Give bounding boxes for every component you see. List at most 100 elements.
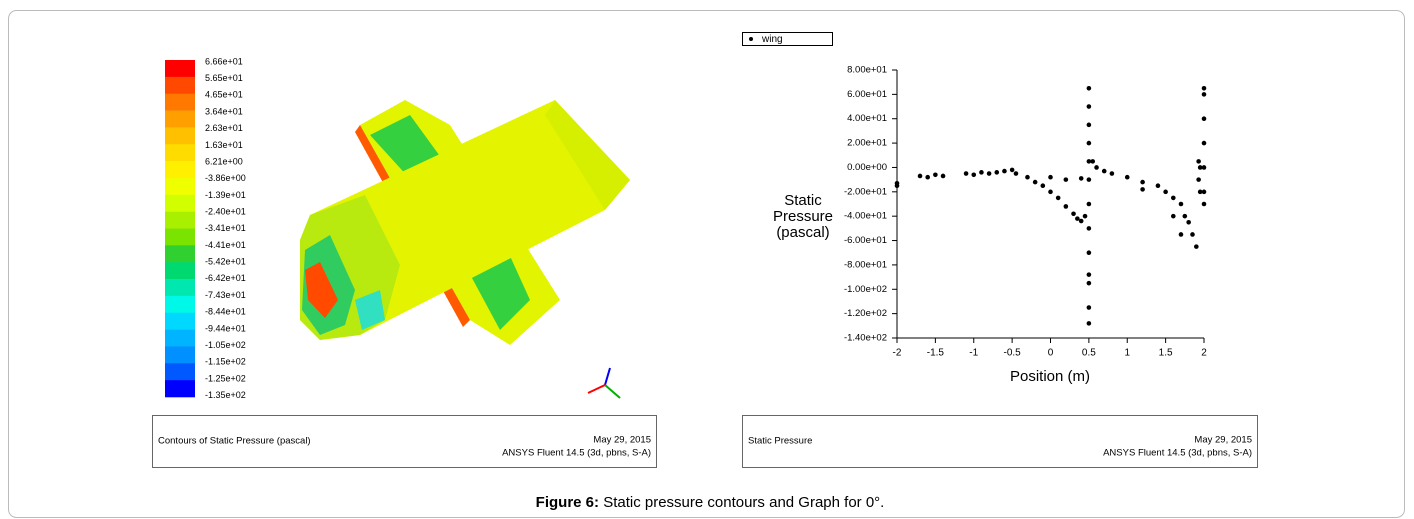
x-axis-label: Position (m) (1010, 368, 1090, 385)
figure-caption: Figure 6: Static pressure contours and G… (536, 494, 885, 511)
colorbar-swatch (165, 363, 195, 380)
point (1056, 196, 1061, 201)
y-tick-label: -2.00e+01 (844, 186, 887, 197)
point (1010, 168, 1015, 173)
page: Contours of Static Pressure (pascal) May… (0, 0, 1414, 519)
x-tick-label: -1 (969, 348, 978, 359)
colorbar-label: -1.05e+02 (205, 340, 246, 350)
x-tick-label: -2 (893, 348, 902, 359)
x-tick-label: 0.5 (1082, 348, 1096, 359)
x-tick-label: -0.5 (1004, 348, 1022, 359)
point (1087, 104, 1092, 109)
point (1090, 159, 1095, 164)
point (1075, 216, 1080, 221)
y-tick-label: 2.00e+01 (847, 138, 887, 149)
point (1202, 202, 1207, 207)
y-tick-label: 0.00e+00 (847, 162, 887, 173)
point (1196, 159, 1201, 164)
colorbar-swatch (165, 195, 195, 212)
point (1087, 226, 1092, 231)
point (1087, 123, 1092, 128)
point (1202, 92, 1207, 97)
y-tick-label: 6.00e+01 (847, 89, 887, 100)
point (1048, 190, 1053, 195)
point (971, 172, 976, 177)
point (1087, 281, 1092, 286)
colorbar-label: -1.39e+01 (205, 190, 246, 200)
colorbar-swatch (165, 262, 195, 279)
point (1186, 220, 1191, 225)
point (1087, 202, 1092, 207)
colorbar-swatch (165, 94, 195, 111)
point (1140, 180, 1145, 185)
point (1087, 305, 1092, 310)
point (1041, 183, 1046, 188)
colorbar-swatch (165, 279, 195, 296)
point (1194, 244, 1199, 249)
colorbar-label: -5.42e+01 (205, 257, 246, 267)
point (1102, 169, 1107, 174)
point (1202, 190, 1207, 195)
point (1171, 214, 1176, 219)
colorbar-label: -2.40e+01 (205, 207, 246, 217)
point (1202, 141, 1207, 146)
colorbar-swatch (165, 178, 195, 195)
point (1087, 250, 1092, 255)
point (1087, 141, 1092, 146)
colorbar-swatch (165, 380, 195, 397)
y-tick-label: 8.00e+01 (847, 65, 887, 76)
y-tick-label: 4.00e+01 (847, 113, 887, 124)
point (1196, 177, 1201, 182)
y-tick-label: -1.00e+02 (844, 284, 887, 295)
colorbar-label: 6.66e+01 (205, 56, 243, 66)
colorbar-swatch (165, 296, 195, 313)
colorbar-label: 6.21e+00 (205, 156, 243, 166)
x-tick-label: -1.5 (927, 348, 945, 359)
colorbar-label: -3.41e+01 (205, 223, 246, 233)
point (1079, 176, 1084, 181)
point (1064, 177, 1069, 182)
point (941, 174, 946, 179)
point (1094, 165, 1099, 170)
colorbar-label: -3.86e+00 (205, 173, 246, 183)
point (1202, 116, 1207, 121)
colorbar-label: -1.35e+02 (205, 390, 246, 400)
colorbar-swatch (165, 161, 195, 178)
legend-box (743, 33, 833, 46)
point (1202, 86, 1207, 91)
caption-software: ANSYS Fluent 14.5 (3d, pbns, S-A) (502, 448, 651, 459)
point (1179, 232, 1184, 237)
colorbar-label: -6.42e+01 (205, 273, 246, 283)
x-tick-label: 2 (1201, 348, 1207, 359)
colorbar-swatch (165, 144, 195, 161)
point (987, 171, 992, 176)
point (895, 181, 900, 186)
point (1163, 190, 1168, 195)
point (1083, 214, 1088, 219)
y-tick-label: -1.40e+02 (844, 333, 887, 344)
y-tick-label: -6.00e+01 (844, 235, 887, 246)
point (1071, 211, 1076, 216)
point (1079, 219, 1084, 224)
point (933, 172, 938, 177)
x-tick-label: 0 (1048, 348, 1054, 359)
y-tick-label: -8.00e+01 (844, 259, 887, 270)
point (1190, 232, 1195, 237)
point (1087, 321, 1092, 326)
colorbar-label: 2.63e+01 (205, 123, 243, 133)
caption-text: Static pressure contours and Graph for 0… (603, 494, 884, 511)
point (1002, 169, 1007, 174)
point (1087, 177, 1092, 182)
colorbar-swatch (165, 212, 195, 229)
point (964, 171, 969, 176)
x-tick-label: 1 (1124, 348, 1130, 359)
x-tick-label: 1.5 (1159, 348, 1173, 359)
y-tick-label: -4.00e+01 (844, 211, 887, 222)
point (918, 174, 923, 179)
colorbar-label: -1.25e+02 (205, 373, 246, 383)
point (1183, 214, 1188, 219)
colorbar-label: -9.44e+01 (205, 323, 246, 333)
point (1014, 171, 1019, 176)
caption-date: May 29, 2015 (593, 435, 651, 446)
figure: Contours of Static Pressure (pascal) May… (0, 0, 1414, 519)
